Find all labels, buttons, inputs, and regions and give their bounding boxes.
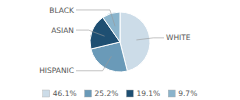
legend-item: 19.1%	[126, 89, 160, 98]
leader-line	[76, 10, 115, 26]
slice-label: ASIAN	[51, 26, 74, 35]
chart: WHITE HISPANIC ASIAN BLACK 46.1% 25.2% 19.1% 9.…	[0, 0, 240, 100]
legend-swatch	[126, 90, 133, 97]
legend-item: 25.2%	[85, 89, 119, 98]
slice-label: HISPANIC	[39, 66, 74, 75]
legend-swatch	[43, 90, 50, 97]
slice-label: BLACK	[49, 6, 75, 15]
legend-item: 46.1%	[43, 89, 77, 98]
legend-item: 9.7%	[168, 89, 197, 98]
legend: 46.1% 25.2% 19.1% 9.7%	[43, 89, 198, 98]
legend-swatch	[168, 90, 175, 97]
pie: WHITE HISPANIC ASIAN BLACK	[39, 6, 191, 76]
slice	[103, 12, 120, 42]
leader-line	[136, 38, 164, 40]
legend-swatch	[85, 90, 92, 97]
legend-label: 19.1%	[136, 89, 160, 98]
legend-label: 9.7%	[178, 89, 197, 98]
leader-line	[76, 30, 105, 36]
legend-label: 25.2%	[95, 89, 119, 98]
slice-label: WHITE	[166, 33, 191, 42]
legend-label: 46.1%	[53, 89, 77, 98]
leader-line	[76, 56, 111, 71]
